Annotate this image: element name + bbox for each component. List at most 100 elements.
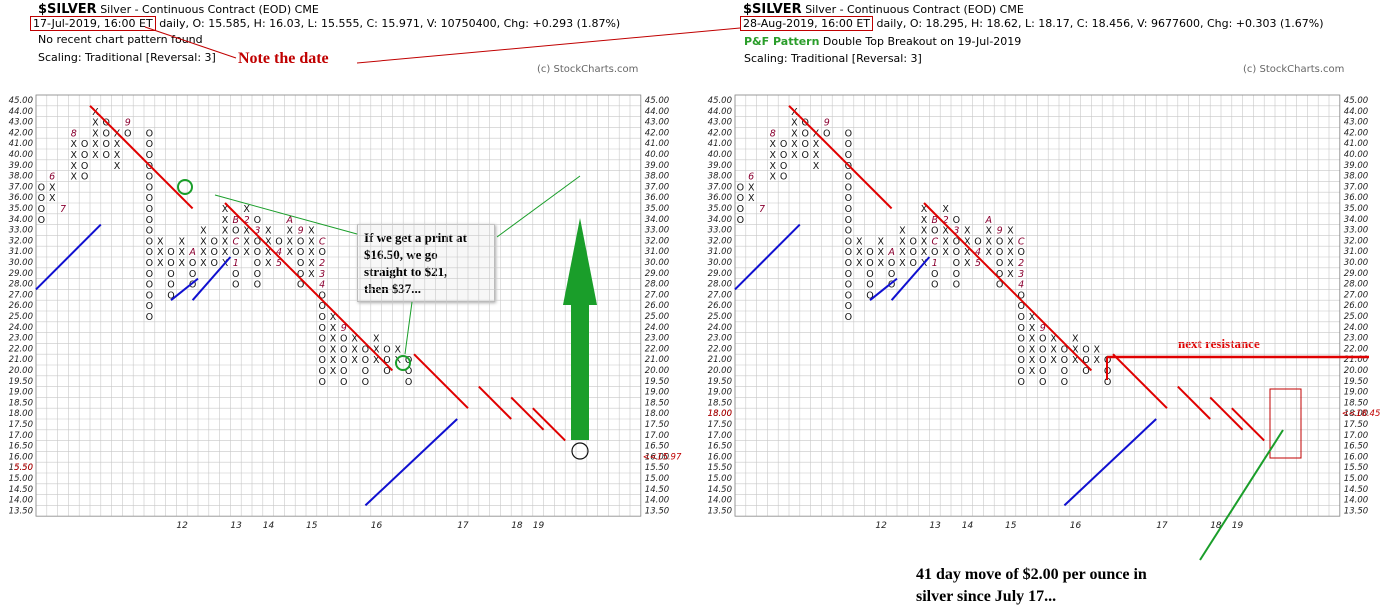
plot-frame [35, 94, 642, 517]
pf-box: X [1007, 269, 1014, 280]
pf-box: O [362, 344, 369, 355]
pf-box: 2 [319, 258, 325, 269]
resistance-line [413, 353, 469, 409]
pf-box: X [1007, 247, 1014, 258]
y-tick-label-left: 42.00 [9, 128, 33, 138]
pf-box: O [1017, 290, 1024, 301]
y-tick-label-right: 16.00 [1344, 452, 1368, 462]
y-tick-label-right: 45.00 [1344, 96, 1368, 106]
right-data-line: 28-Aug-2019, 16:00 ET daily, O: 18.295, … [740, 16, 1324, 31]
x-tick-label: 12 [176, 521, 188, 531]
left-copyright: (c) StockCharts.com [537, 64, 639, 75]
x-tick-label: 14 [962, 521, 974, 531]
pf-box: O [146, 269, 153, 280]
pf-box: O [102, 128, 109, 139]
callout-pointer-21 [404, 301, 413, 355]
target-circle-37 [177, 179, 193, 195]
pf-box: O [1082, 355, 1089, 366]
pf-box: X [373, 334, 380, 345]
pf-box: O [888, 280, 895, 291]
pf-box: O [146, 290, 153, 301]
pf-box: O [1039, 377, 1046, 388]
left-title-line: $SILVER Silver - Continuous Contract (EO… [38, 2, 319, 17]
pf-box: A [985, 215, 993, 226]
pf-box: O [953, 247, 960, 258]
pf-box: X [921, 247, 928, 258]
y-tick-label-left: 26.00 [708, 301, 732, 311]
y-tick-label-right: 42.00 [645, 128, 669, 138]
pf-box: X [878, 258, 885, 269]
y-tick-label-left: 17.50 [9, 420, 33, 430]
y-tick-label-right: 15.00 [645, 474, 669, 484]
y-tick-label-right: 14.00 [645, 496, 669, 506]
pf-box: X [308, 258, 315, 269]
y-tick-label-right: 25.00 [645, 312, 669, 322]
right-exchange: CME [999, 3, 1024, 16]
y-tick-label-right: 30.00 [645, 258, 669, 268]
pf-box: O [254, 236, 261, 247]
left-data-line: 17-Jul-2019, 16:00 ET daily, O: 15.585, … [30, 16, 621, 31]
pf-box: O [1061, 366, 1068, 377]
y-tick-label-left: 25.00 [9, 312, 33, 322]
pf-box: 9 [824, 118, 830, 129]
pf-box: O [996, 236, 1003, 247]
y-tick-label-left: 30.00 [9, 258, 33, 268]
pf-box: X [179, 247, 186, 258]
callout-pointer-37 [214, 194, 358, 235]
pf-box: X [92, 128, 99, 139]
y-tick-label-left: 15.00 [9, 474, 33, 484]
pf-box: O [318, 247, 325, 258]
y-tick-label-left: 19.00 [708, 388, 732, 398]
pf-box: X [964, 236, 971, 247]
y-tick-label-right: 38.00 [645, 172, 669, 182]
pf-box: X [942, 247, 949, 258]
pf-box: O [167, 258, 174, 269]
pf-box: O [254, 258, 261, 269]
y-tick-label-left: 34.00 [9, 215, 33, 225]
y-tick-label-right: 19.50 [1344, 377, 1368, 387]
pf-box: X [373, 344, 380, 355]
pf-box: O [996, 247, 1003, 258]
pf-box: O [780, 172, 787, 183]
pf-box: O [102, 150, 109, 161]
pf-box: X [1072, 355, 1079, 366]
left-ohlc: daily, O: 15.585, H: 16.03, L: 15.555, C… [159, 17, 621, 30]
pf-box: X [49, 193, 56, 204]
y-tick-label-right: 35.00 [1344, 204, 1368, 214]
y-tick-label-left: 23.00 [708, 334, 732, 344]
pf-box: O [167, 280, 174, 291]
y-tick-label-right: 27.00 [645, 290, 669, 300]
y-tick-label-right: 33.00 [1344, 226, 1368, 236]
y-tick-label-left: 40.00 [9, 150, 33, 160]
pf-box: X [308, 226, 315, 237]
annotation-overlay [144, 26, 1369, 561]
pf-box: X [330, 366, 337, 377]
pf-box: O [1104, 377, 1111, 388]
pf-box: B [932, 215, 939, 226]
y-tick-label-right: 14.50 [645, 485, 669, 495]
y-tick-label-left: 15.00 [708, 474, 732, 484]
pf-box: O [146, 172, 153, 183]
pf-box: O [254, 269, 261, 280]
resistance-line [224, 202, 394, 372]
pf-box: X [351, 334, 358, 345]
y-tick-label-right: 23.00 [645, 334, 669, 344]
y-tick-label-right: 26.00 [1344, 301, 1368, 311]
pf-box: O [146, 226, 153, 237]
pf-box: O [996, 258, 1003, 269]
support-line [35, 223, 102, 291]
pf-box: O [318, 323, 325, 334]
pf-box: O [931, 280, 938, 291]
pf-box: X [964, 247, 971, 258]
low-price-label: 18.00 [708, 409, 732, 419]
pf-box: X [157, 236, 164, 247]
pf-box: O [780, 150, 787, 161]
pf-box: X [287, 236, 294, 247]
pf-box: X [1029, 323, 1036, 334]
x-tick-label: 16 [371, 521, 383, 531]
pf-box: O [318, 301, 325, 312]
pf-box: O [167, 247, 174, 258]
pf-box: O [297, 258, 304, 269]
pf-box: X [942, 226, 949, 237]
y-tick-label-right: 14.00 [1344, 496, 1368, 506]
